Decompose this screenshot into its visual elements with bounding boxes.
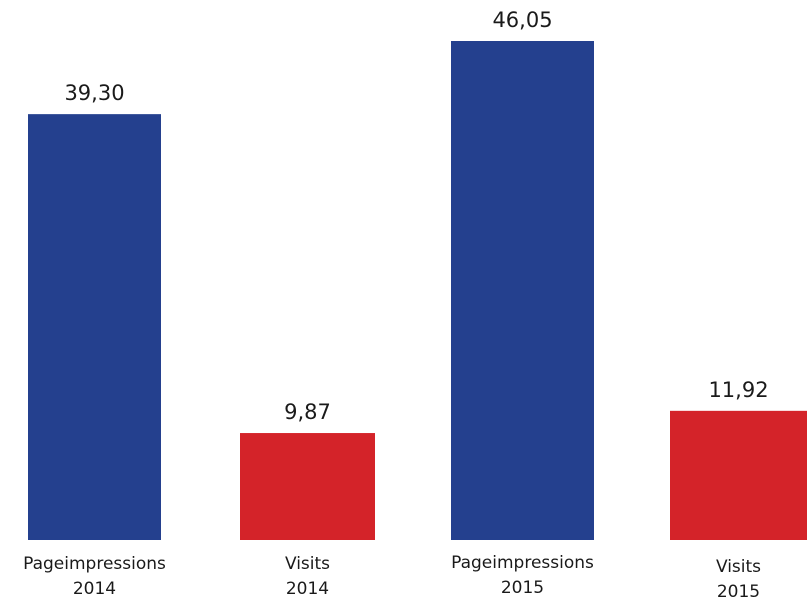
bar-1 [240,433,375,540]
value-label-2: 46,05 [492,8,552,32]
bar-3 [670,410,807,540]
category-label-1-line-0: Visits [285,554,330,574]
value-labels-layer: 39,30 9,87 46,05 11,92 [64,8,768,424]
category-label-0-line-1: 2014 [73,579,116,599]
bar-2 [451,41,594,540]
category-label-3-line-0: Visits [716,557,761,577]
category-label-2-line-0: Pageimpressions [451,553,594,573]
category-label-1-line-1: 2014 [286,579,329,599]
category-label-0-line-0: Pageimpressions [23,554,166,574]
bar-0 [28,114,161,541]
category-labels-layer: Pageimpressions 2014 Visits 2014 Pageimpress… [23,553,761,602]
category-label-2-line-1: 2015 [501,578,544,598]
value-label-1: 9,87 [284,400,331,424]
bars-layer [28,41,807,541]
category-label-3-line-1: 2015 [717,582,760,601]
value-label-0: 39,30 [64,81,124,105]
value-label-3: 11,92 [708,378,768,402]
